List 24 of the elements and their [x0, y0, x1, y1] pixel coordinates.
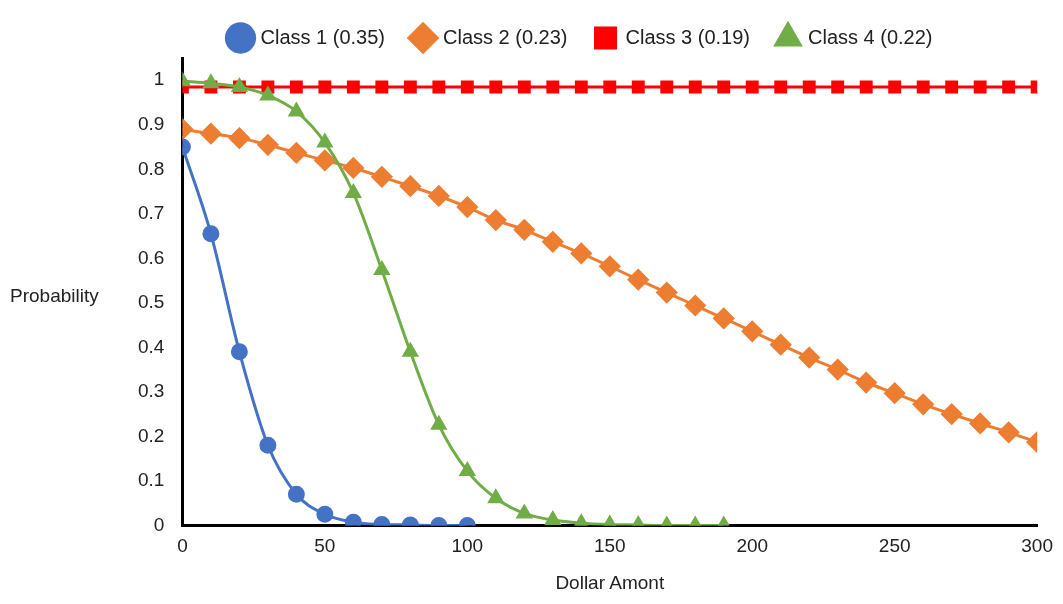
y-tick-label: 0.4 [137, 335, 165, 357]
y-tick-label: 0.3 [137, 380, 165, 402]
x-tick-label: 50 [314, 535, 336, 557]
legend-label: Class 4 (0.22) [807, 25, 933, 48]
x-tick-label: 150 [593, 535, 626, 557]
y-tick-label: 1 [153, 68, 165, 90]
legend-label: Class 3 (0.19) [625, 25, 750, 48]
legend-label: Class 1 (0.35) [260, 25, 386, 48]
x-tick-label: 100 [451, 535, 484, 557]
x-tick-label: 250 [878, 535, 911, 557]
y-axis-title: Probability [10, 285, 99, 307]
y-tick-label: 0.1 [137, 469, 165, 491]
x-axis-title: Dollar Amont [555, 571, 665, 593]
x-tick-label: 0 [177, 535, 188, 557]
y-tick-label: 0 [153, 513, 165, 535]
y-tick-label: 0.9 [137, 113, 165, 135]
y-tick-label: 0.6 [137, 246, 165, 268]
y-tick-label: 0.8 [137, 157, 165, 179]
legend-label: Class 2 (0.23) [443, 25, 568, 48]
y-tick-label: 0.5 [137, 291, 165, 313]
y-tick-label: 0.7 [137, 202, 165, 224]
y-tick-label: 0.2 [137, 424, 165, 446]
x-tick-label: 300 [1021, 535, 1053, 557]
x-tick-label: 200 [736, 535, 769, 557]
